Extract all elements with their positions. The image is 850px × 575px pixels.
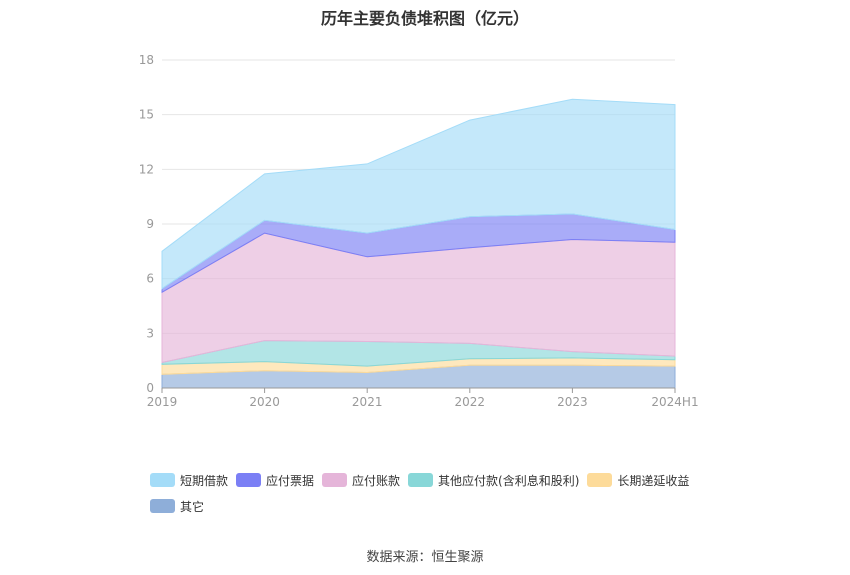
legend-item-2[interactable]: 其他应付款(含利息和股利)	[408, 472, 579, 488]
y-tick-label: 18	[139, 53, 154, 67]
legend-item-5[interactable]: 短期借款	[150, 472, 228, 488]
x-tick-label: 2019	[147, 395, 178, 409]
legend-swatch	[587, 473, 613, 487]
x-tick-label: 2022	[455, 395, 486, 409]
data-source-note: 数据来源：恒生聚源	[366, 550, 484, 565]
axes: 0 3 6 9 12 15 18 2019 2020 2021 2022 2023 2024H1	[139, 53, 699, 409]
x-tick-label: 2020	[249, 395, 280, 409]
legend-swatch	[322, 473, 348, 487]
legend-item-4[interactable]: 应付票据	[236, 472, 314, 488]
y-tick-label: 0	[146, 381, 154, 395]
legend-label: 长期递延收益	[617, 473, 690, 488]
y-tick-label: 3	[146, 326, 154, 340]
y-tick-label: 12	[139, 162, 154, 176]
legend-label: 其他应付款(含利息和股利)	[438, 473, 580, 488]
x-tick-label: 2024H1	[651, 395, 698, 409]
legend-label: 应付票据	[266, 473, 315, 488]
series-area-5[interactable]	[161, 98, 676, 290]
legend-item-1[interactable]: 长期递延收益	[587, 472, 689, 488]
legend-swatch	[408, 473, 434, 487]
series-areas	[161, 98, 676, 389]
chart-title: 历年主要负债堆积图（亿元）	[320, 9, 529, 28]
legend-label: 应付账款	[352, 473, 401, 488]
legend-label: 短期借款	[180, 473, 229, 488]
stacked-area-chart: 0 3 6 9 12 15 18 2019 2020 2021 2022 2023 2024H1	[139, 53, 699, 409]
x-tick-label: 2021	[352, 395, 383, 409]
y-tick-label: 6	[146, 272, 154, 286]
x-tick-label: 2023	[557, 395, 588, 409]
legend-item-0[interactable]: 其它	[150, 498, 204, 514]
legend-item-3[interactable]: 应付账款	[322, 472, 400, 488]
y-tick-label: 15	[139, 108, 154, 122]
chart-legend: 短期借款 应付票据 应付账款 其他应付款(含利息和股利) 长期递延收益其它	[150, 472, 730, 524]
y-tick-label: 9	[146, 217, 154, 231]
legend-label: 其它	[180, 499, 205, 514]
legend-swatch	[150, 499, 175, 513]
legend-swatch	[236, 473, 262, 487]
legend-swatch	[150, 473, 175, 487]
